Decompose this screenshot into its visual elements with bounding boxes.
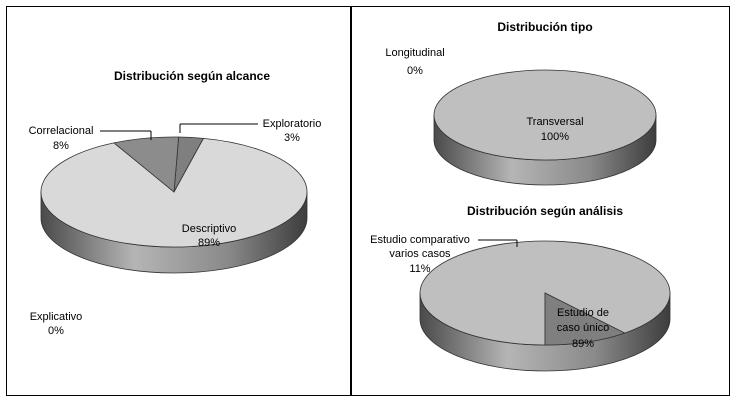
label-caso-unico-line2: caso único [557,322,610,334]
label-descriptivo: Descriptivo [182,223,236,235]
pct-explicativo: 0% [48,325,64,337]
label-exploratorio: Exploratorio [263,118,322,130]
pct-exploratorio: 3% [284,132,300,144]
pct-transversal: 100% [541,131,569,143]
pie-slice-estudio-comparativo-varios-casos [544,292,626,346]
pct-caso-unico: 89% [572,338,594,350]
pct-descriptivo: 89% [198,237,220,249]
pie-slice-descriptivo [40,137,308,248]
chart-alcance: Distribución según alcance Exploratorio … [29,69,322,337]
label-caso-unico-line1: Estudio de [557,307,609,319]
label-comparativo-line2: varios casos [389,248,451,260]
label-comparativo-line1: Estudio comparativo [370,234,470,246]
label-correlacional: Correlacional [29,125,94,137]
chart-alcance-title: Distribución según alcance [114,69,270,83]
pie-slice-transversal [433,69,657,161]
pct-correlacional: 8% [53,140,69,152]
pie-slice-correlacional [113,136,180,193]
pct-longitudinal: 0% [407,65,423,77]
label-explicativo: Explicativo [30,311,83,323]
chart-analisis-title: Distribución según análisis [467,204,623,218]
chart-analisis: Distribución según análisis Estudio de c… [370,204,671,372]
chart-tipo-pie [433,69,657,186]
label-longitudinal: Longitudinal [385,47,444,59]
chart-alcance-pie [40,136,308,274]
label-transversal: Transversal [526,116,583,128]
chart-tipo-title: Distribución tipo [497,20,592,34]
chart-tipo: Distribución tipo Transversal 100% Longi… [385,20,657,186]
pct-comparativo: 11% [409,263,430,275]
chart-analisis-pie [419,240,671,372]
